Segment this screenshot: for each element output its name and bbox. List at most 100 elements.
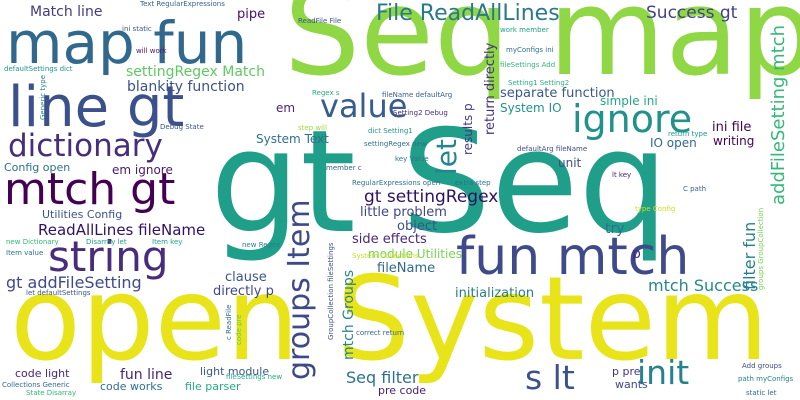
word: ini static <box>122 25 152 33</box>
word: little problem <box>360 205 447 220</box>
word: Setting1 Setting2 <box>508 79 570 87</box>
word: fileName defaultArg <box>382 91 453 99</box>
word: Debug State <box>160 123 204 131</box>
word: Generic type <box>39 74 47 120</box>
word: System Collections <box>352 252 419 260</box>
word: fun line <box>120 367 173 383</box>
word: value <box>320 87 408 125</box>
word: side effects <box>352 232 427 247</box>
word: s lt <box>525 358 575 397</box>
word: RegularExpressions open <box>352 179 441 187</box>
word: IO open <box>650 136 697 150</box>
word: fileSettings new <box>226 373 283 381</box>
word: code pre <box>235 314 243 345</box>
word: init <box>637 353 690 392</box>
word: new Regex <box>242 241 281 249</box>
word: new Dictionary <box>6 238 59 246</box>
word: module Utilities <box>368 247 462 261</box>
word: gt settingRegex <box>364 187 499 207</box>
word: Text RegularExpressions <box>140 0 225 8</box>
word: code light <box>15 367 70 380</box>
word: member c <box>326 164 362 172</box>
word: let defaultSettings <box>26 289 91 297</box>
word: em ignore <box>112 163 173 177</box>
word: writing <box>713 134 755 148</box>
word: Seq filter <box>346 368 419 387</box>
word: ReadAllLines fileName <box>38 221 206 239</box>
word: initialization <box>455 286 535 301</box>
word: blankity function <box>127 79 245 95</box>
word: myConfigs ini <box>506 46 554 54</box>
word: path myConfigs <box>738 375 794 383</box>
word: ini file <box>712 120 752 135</box>
word: c ReadFile <box>225 304 233 340</box>
word: Disarray let <box>86 238 127 246</box>
word: Match line <box>30 4 103 20</box>
word: Seq map <box>284 0 800 103</box>
word: settingRegex Match <box>126 64 265 80</box>
word: will work <box>136 47 167 55</box>
word: object <box>397 219 438 234</box>
word: fun mtch <box>456 227 690 287</box>
word: C path <box>683 185 707 193</box>
word: open System <box>10 252 769 387</box>
word: State Disarray <box>26 389 77 397</box>
word: mtch gt <box>4 164 176 215</box>
word: clause <box>225 270 267 285</box>
word: Success gt <box>646 3 738 23</box>
word: Collections Generic <box>2 381 70 389</box>
word: unit <box>558 156 582 170</box>
word: type Config <box>635 205 676 213</box>
word: separate function <box>500 86 615 101</box>
word: Setting2 Debug <box>393 109 448 117</box>
word: groups GroupCollection <box>757 207 765 290</box>
word: gt addFileSetting <box>6 273 142 292</box>
word: mtch Groups <box>341 269 357 360</box>
word: System IO <box>500 101 562 115</box>
word: dictionary <box>8 128 163 164</box>
word: Config open <box>4 161 71 174</box>
word: ignore <box>572 97 693 141</box>
word: line gt <box>8 75 185 140</box>
word: work member <box>500 26 549 34</box>
word: return type <box>668 130 708 138</box>
word: pipe <box>237 7 266 22</box>
word: string <box>48 232 169 281</box>
word: File ReadAllLines <box>376 1 560 26</box>
word: try <box>605 221 625 237</box>
word: let <box>430 139 463 175</box>
word: return directly <box>483 42 498 135</box>
word: step will <box>298 124 327 132</box>
word: Regex s <box>312 89 340 97</box>
word: mtch Success <box>648 276 759 295</box>
word: code works <box>100 380 163 393</box>
word: static let <box>746 389 777 397</box>
word: p <box>632 246 641 262</box>
word: correct return <box>356 329 405 337</box>
word: GroupCollection fileSettings <box>327 242 335 340</box>
word: wants <box>615 378 648 391</box>
word: results p <box>461 103 475 155</box>
word: dict Setting1 <box>368 127 413 135</box>
word: Add groups <box>742 362 782 370</box>
word: System Text <box>256 132 329 146</box>
word: Item value <box>6 249 44 257</box>
word: directly p <box>213 284 274 299</box>
word: fileName <box>377 261 436 276</box>
word: file parser <box>185 380 241 393</box>
word: Item key <box>152 238 183 246</box>
word: gt Seq <box>210 100 669 265</box>
word: addFileSetting mtch <box>768 24 789 205</box>
word: map fun <box>6 9 248 77</box>
word: defaultArg fileName <box>517 145 588 153</box>
word: fileSettings Add <box>500 61 556 69</box>
word: p pre <box>612 365 641 378</box>
word: groups Item <box>282 199 317 380</box>
word: simple ini <box>600 94 658 108</box>
word: em <box>276 101 296 115</box>
word: defaultSettings dict <box>4 65 73 73</box>
word: extra step <box>455 179 491 187</box>
word: lt key <box>612 171 632 179</box>
word: light module <box>200 365 270 378</box>
